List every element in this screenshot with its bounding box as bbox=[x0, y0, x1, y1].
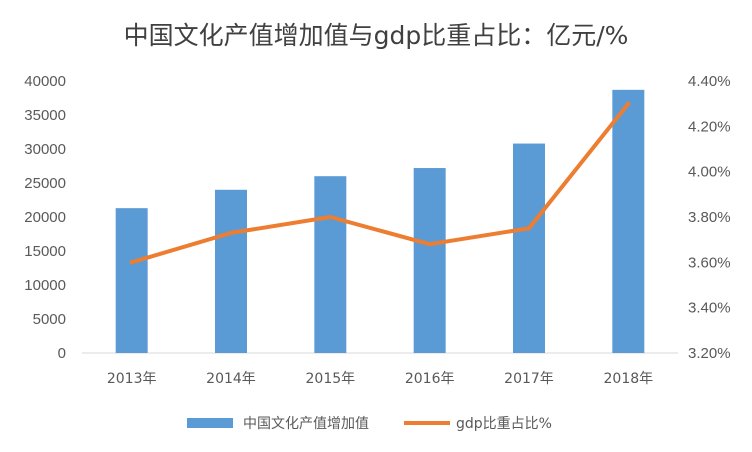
bar-2013年 bbox=[115, 208, 148, 353]
bar-2014年 bbox=[215, 189, 247, 353]
left-tick-label: 25000 bbox=[24, 175, 66, 192]
right-axis-ticks: 3.20% 3.40% 3.60% 3.80% 4.00% 4.20% 4.40% bbox=[688, 73, 731, 362]
bar-series bbox=[115, 89, 645, 353]
left-tick-label: 5000 bbox=[33, 311, 66, 328]
right-tick-label: 4.40% bbox=[688, 73, 731, 90]
left-tick-label: 0 bbox=[58, 345, 66, 362]
bar-2017年 bbox=[513, 143, 545, 353]
left-tick-label: 30000 bbox=[24, 141, 66, 158]
right-tick-label: 3.60% bbox=[688, 254, 731, 271]
right-tick-label: 4.20% bbox=[688, 118, 731, 135]
line-point-2016年 bbox=[427, 242, 432, 247]
legend-label-bar: 中国文化产值增加值 bbox=[243, 416, 369, 432]
chart-title: 中国文化产值增加值与gdp比重占比：亿元/% bbox=[124, 21, 629, 50]
line-point-2013年 bbox=[129, 260, 134, 265]
line-point-2014年 bbox=[229, 230, 233, 235]
line-series bbox=[129, 101, 631, 265]
category-label: 2015年 bbox=[306, 371, 356, 387]
legend-swatch-bar bbox=[187, 418, 233, 428]
right-tick-label: 3.80% bbox=[688, 209, 731, 226]
bar-2018年 bbox=[612, 89, 645, 353]
left-axis-ticks: 0 5000 10000 15000 20000 25000 30000 35000 40000 bbox=[24, 73, 66, 362]
category-label: 2018年 bbox=[604, 371, 654, 387]
left-tick-label: 35000 bbox=[24, 107, 66, 124]
category-label: 2014年 bbox=[206, 371, 256, 387]
right-tick-label: 3.20% bbox=[688, 345, 731, 362]
right-tick-label: 4.00% bbox=[688, 164, 731, 181]
category-label: 2017年 bbox=[504, 371, 554, 387]
line-point-2018年 bbox=[626, 101, 631, 106]
line-point-2017年 bbox=[527, 226, 531, 231]
left-tick-label: 40000 bbox=[24, 73, 66, 90]
gdp-share-line bbox=[129, 101, 631, 265]
left-tick-label: 20000 bbox=[24, 209, 66, 226]
category-labels: 2013年 2014年 2015年 2016年 2017年 2018年 bbox=[107, 371, 653, 387]
left-tick-label: 15000 bbox=[24, 243, 66, 260]
line-point-2015年 bbox=[328, 215, 333, 219]
bar-2015年 bbox=[314, 176, 347, 353]
right-tick-label: 3.40% bbox=[688, 300, 731, 317]
category-label: 2013年 bbox=[107, 371, 157, 387]
legend-label-line: gdp比重占比% bbox=[456, 416, 552, 432]
category-label: 2016年 bbox=[405, 371, 455, 387]
bar-2016年 bbox=[413, 168, 446, 353]
left-tick-label: 10000 bbox=[24, 277, 66, 294]
legend: 中国文化产值增加值 gdp比重占比% bbox=[187, 416, 552, 432]
